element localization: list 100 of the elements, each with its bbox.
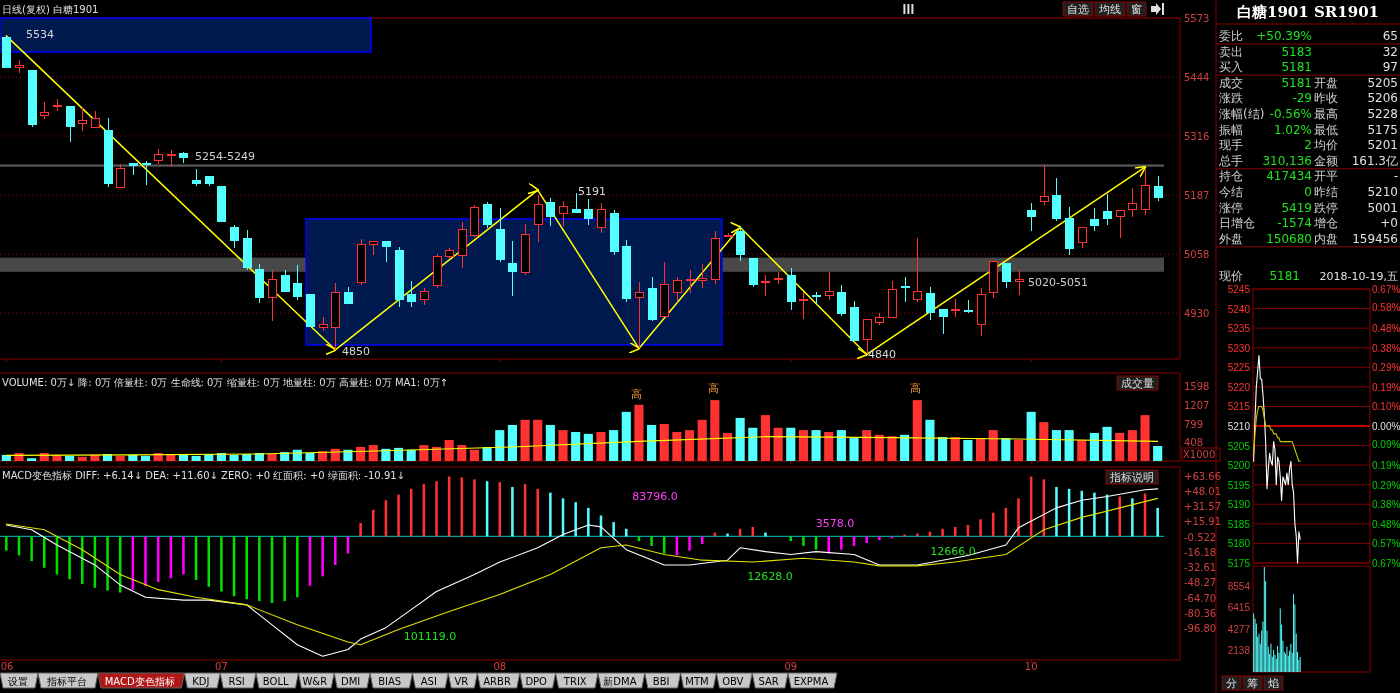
bar	[444, 439, 454, 461]
y-tick-label: 1598	[1184, 381, 1210, 393]
y-tick-label: 1207	[1184, 399, 1210, 411]
bar	[533, 419, 543, 461]
y2-tick-label: 0.48%	[1372, 322, 1400, 334]
bar	[662, 536, 666, 554]
annotation: 4840	[868, 348, 896, 361]
text: 总手 310,136 金额 161.3亿	[1219, 153, 1398, 168]
text: 涨幅(结) -0.56% 最高 5228	[1219, 107, 1398, 121]
bar	[688, 536, 691, 551]
bar	[612, 522, 615, 537]
text: 今结 0 昨结 5210	[1219, 185, 1398, 199]
bar	[802, 536, 805, 546]
bar	[697, 419, 707, 461]
bar	[558, 430, 568, 461]
candlestick	[912, 237, 923, 303]
text: 持仓 417434 开平 -	[1219, 169, 1398, 184]
tab: W&R	[297, 672, 335, 689]
bar	[1039, 422, 1049, 461]
bar	[77, 456, 87, 461]
bar	[878, 536, 881, 541]
line-series	[1253, 405, 1301, 462]
bar	[849, 438, 859, 461]
bar	[65, 455, 75, 461]
candlestick	[216, 185, 227, 223]
bar	[900, 434, 910, 461]
y2-tick-label: 0.38%	[1372, 498, 1400, 510]
bar	[245, 536, 248, 600]
bar	[393, 447, 404, 461]
y-tick-label: -96.80	[1184, 623, 1217, 635]
line-series	[1253, 354, 1301, 564]
bar	[1102, 426, 1112, 461]
y2-tick-label: 0.58%	[1372, 302, 1400, 314]
bar	[1064, 430, 1074, 461]
bar	[498, 482, 502, 537]
bar	[318, 451, 328, 461]
bar	[840, 536, 843, 550]
bar	[672, 431, 682, 461]
bar	[106, 536, 109, 591]
bar	[865, 536, 868, 544]
button: 窗	[1126, 1, 1147, 17]
y-tick-label: 5200	[1227, 460, 1251, 472]
y2-tick-label: 0.29%	[1372, 361, 1400, 373]
bar	[435, 481, 438, 537]
bar	[684, 430, 695, 461]
chart-title: VOLUME: 0万↓ 降: 0万 倍量柱: 0万 生命线: 0万 缩量柱: 0万 地量柱: 0万 高量柱: 0万 MA1: 0万↑	[2, 377, 448, 388]
candlestick	[507, 240, 518, 297]
y-tick-label: 5245	[1227, 284, 1251, 295]
bar	[748, 427, 758, 461]
bar	[80, 536, 84, 584]
bar	[571, 431, 581, 461]
annotation: 4850	[342, 345, 370, 358]
text: 卖出 5183 32	[1219, 44, 1398, 59]
y-tick-label: 799	[1184, 418, 1204, 430]
bar	[1118, 496, 1121, 537]
candlestick	[204, 176, 215, 187]
tab: 设置	[0, 672, 39, 689]
tab: MACD变色指标	[97, 672, 185, 689]
annotation: 12666.0	[930, 545, 976, 558]
x-tick-label: 08	[493, 661, 507, 672]
bar	[1055, 486, 1058, 537]
y-tick-label: 5190	[1227, 499, 1251, 511]
y-tick-label: 5235	[1227, 323, 1251, 335]
tab: EXPMA	[787, 672, 838, 689]
bar	[621, 411, 631, 461]
bar	[140, 455, 151, 461]
bar	[925, 419, 935, 461]
bar	[827, 536, 830, 554]
y2-tick-label: 0.00%	[1372, 421, 1400, 432]
bar	[511, 486, 514, 537]
bar	[950, 437, 960, 461]
y-tick-label: 5195	[1227, 479, 1251, 491]
bar	[1026, 411, 1036, 461]
bar	[963, 439, 973, 461]
bar	[625, 528, 628, 537]
bar	[371, 509, 375, 537]
tab: 新DMA	[597, 672, 646, 689]
bar	[1001, 438, 1011, 461]
text: 现手 2 均价 5201	[1219, 138, 1398, 153]
bar	[520, 419, 530, 461]
tab: RSI	[219, 672, 257, 689]
y2-tick-label: 0.19%	[1372, 382, 1400, 394]
bar	[68, 536, 71, 580]
bar	[1013, 439, 1024, 461]
button: 指标说明	[1105, 469, 1159, 485]
y-tick-label: -48.27	[1184, 577, 1217, 589]
bar	[941, 528, 944, 537]
annotation: 5534	[26, 28, 54, 41]
y-tick-label: 4930	[1184, 308, 1210, 320]
bar	[953, 526, 957, 537]
y-tick-label: 5444	[1184, 72, 1210, 84]
tab: MTM	[680, 672, 717, 689]
y-tick-label: 5180	[1227, 538, 1251, 550]
y-tick-label: 4277	[1227, 623, 1251, 635]
bar	[574, 502, 577, 537]
y-tick-label: -16.18	[1184, 546, 1217, 558]
y-tick-label: 5058	[1184, 249, 1210, 261]
bar	[220, 536, 223, 592]
button: 成交量	[1116, 375, 1159, 391]
y-axis-title: X1000	[1183, 449, 1216, 460]
